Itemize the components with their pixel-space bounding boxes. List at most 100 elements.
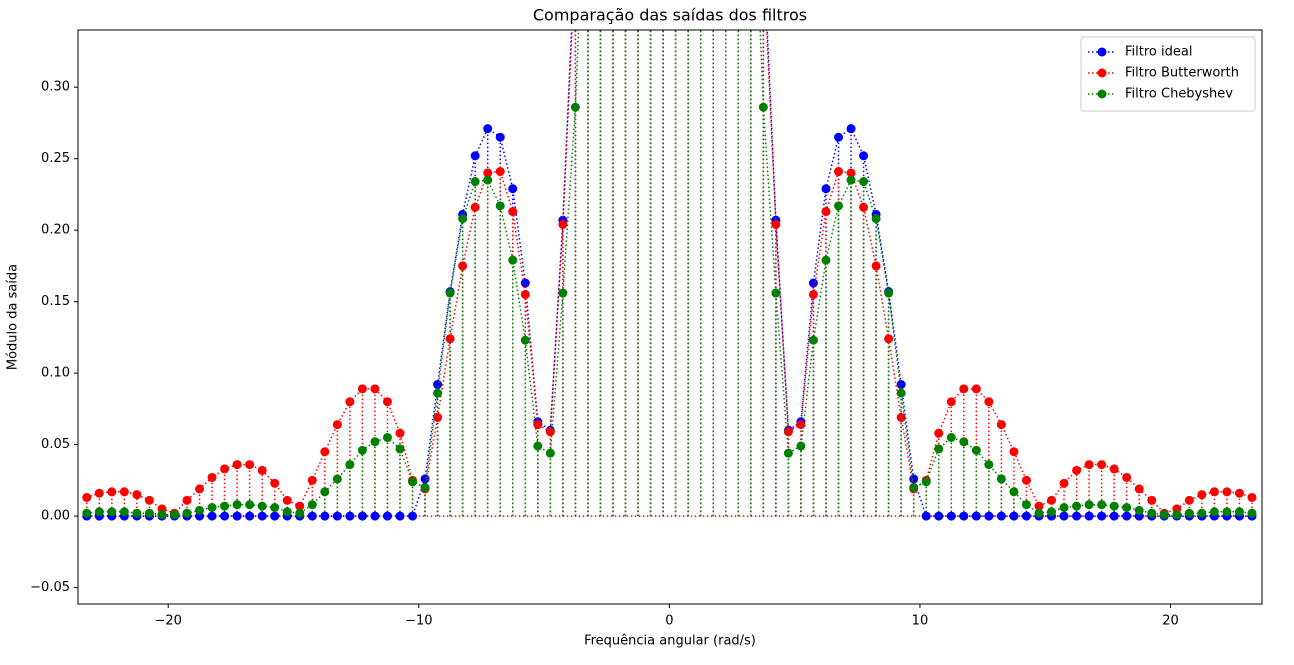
marker xyxy=(483,124,493,134)
marker xyxy=(1184,495,1194,505)
marker xyxy=(282,495,292,505)
legend-marker xyxy=(1097,47,1107,57)
marker xyxy=(783,448,793,458)
marker xyxy=(232,460,242,470)
marker xyxy=(332,474,342,484)
marker xyxy=(144,495,154,505)
marker xyxy=(245,511,255,521)
marker xyxy=(834,132,844,142)
marker xyxy=(1072,465,1082,475)
marker xyxy=(984,511,994,521)
marker xyxy=(357,445,367,455)
marker xyxy=(257,511,267,521)
x-axis-label: Frequência angular (rad/s) xyxy=(584,634,756,649)
y-tick-label: 0.05 xyxy=(41,437,70,452)
marker xyxy=(382,432,392,442)
y-tick-label: −0.05 xyxy=(30,580,70,595)
marker xyxy=(771,219,781,229)
marker xyxy=(984,397,994,407)
marker xyxy=(1197,508,1207,518)
marker xyxy=(1034,501,1044,511)
marker xyxy=(859,177,869,187)
marker xyxy=(796,441,806,451)
marker xyxy=(533,441,543,451)
marker xyxy=(783,427,793,437)
series-line xyxy=(86,30,1252,517)
marker xyxy=(996,474,1006,484)
marker xyxy=(295,508,305,518)
marker xyxy=(270,478,280,488)
marker xyxy=(370,437,380,447)
marker xyxy=(821,184,831,194)
marker xyxy=(545,427,555,437)
marker xyxy=(921,511,931,521)
marker xyxy=(345,511,355,521)
marker xyxy=(959,511,969,521)
marker xyxy=(408,511,418,521)
marker xyxy=(495,132,505,142)
marker xyxy=(107,487,117,497)
y-tick-label: 0.15 xyxy=(41,294,70,309)
marker xyxy=(207,511,217,521)
marker xyxy=(420,482,430,492)
marker xyxy=(1084,460,1094,470)
marker xyxy=(495,167,505,177)
marker xyxy=(570,102,580,112)
marker xyxy=(1209,507,1219,517)
marker xyxy=(909,482,919,492)
marker xyxy=(1009,487,1019,497)
marker xyxy=(934,444,944,454)
marker xyxy=(971,384,981,394)
marker xyxy=(1059,511,1069,521)
marker xyxy=(1097,460,1107,470)
marker xyxy=(270,511,280,521)
marker xyxy=(1197,490,1207,500)
marker xyxy=(934,428,944,438)
marker xyxy=(1247,508,1257,518)
x-tick-label: −20 xyxy=(154,614,181,629)
marker xyxy=(307,511,317,521)
marker xyxy=(195,484,205,494)
marker xyxy=(257,465,267,475)
marker xyxy=(332,420,342,430)
marker xyxy=(533,420,543,430)
marker xyxy=(483,175,493,185)
marker xyxy=(395,428,405,438)
marker xyxy=(182,495,192,505)
marker xyxy=(1021,500,1031,510)
marker xyxy=(445,334,455,344)
marker xyxy=(307,475,317,485)
marker xyxy=(320,487,330,497)
marker xyxy=(808,289,818,299)
marker xyxy=(1097,511,1107,521)
plot-area xyxy=(82,30,1257,521)
marker xyxy=(996,511,1006,521)
marker xyxy=(508,184,518,194)
marker xyxy=(220,511,230,521)
marker xyxy=(871,261,881,271)
marker xyxy=(520,289,530,299)
x-tick-label: 0 xyxy=(665,614,673,629)
marker xyxy=(1147,508,1157,518)
marker xyxy=(357,384,367,394)
marker xyxy=(1021,511,1031,521)
marker xyxy=(1172,510,1182,520)
marker xyxy=(470,151,480,161)
marker xyxy=(470,177,480,187)
marker xyxy=(834,201,844,211)
marker xyxy=(320,511,330,521)
marker xyxy=(470,202,480,212)
marker xyxy=(520,278,530,288)
marker xyxy=(508,207,518,217)
x-tick-label: −10 xyxy=(405,614,432,629)
marker xyxy=(1084,500,1094,510)
marker xyxy=(1222,487,1232,497)
marker xyxy=(320,447,330,457)
marker xyxy=(395,444,405,454)
series-line xyxy=(86,30,1253,515)
marker xyxy=(808,278,818,288)
marker xyxy=(220,464,230,474)
marker xyxy=(1109,511,1119,521)
marker xyxy=(1222,507,1232,517)
